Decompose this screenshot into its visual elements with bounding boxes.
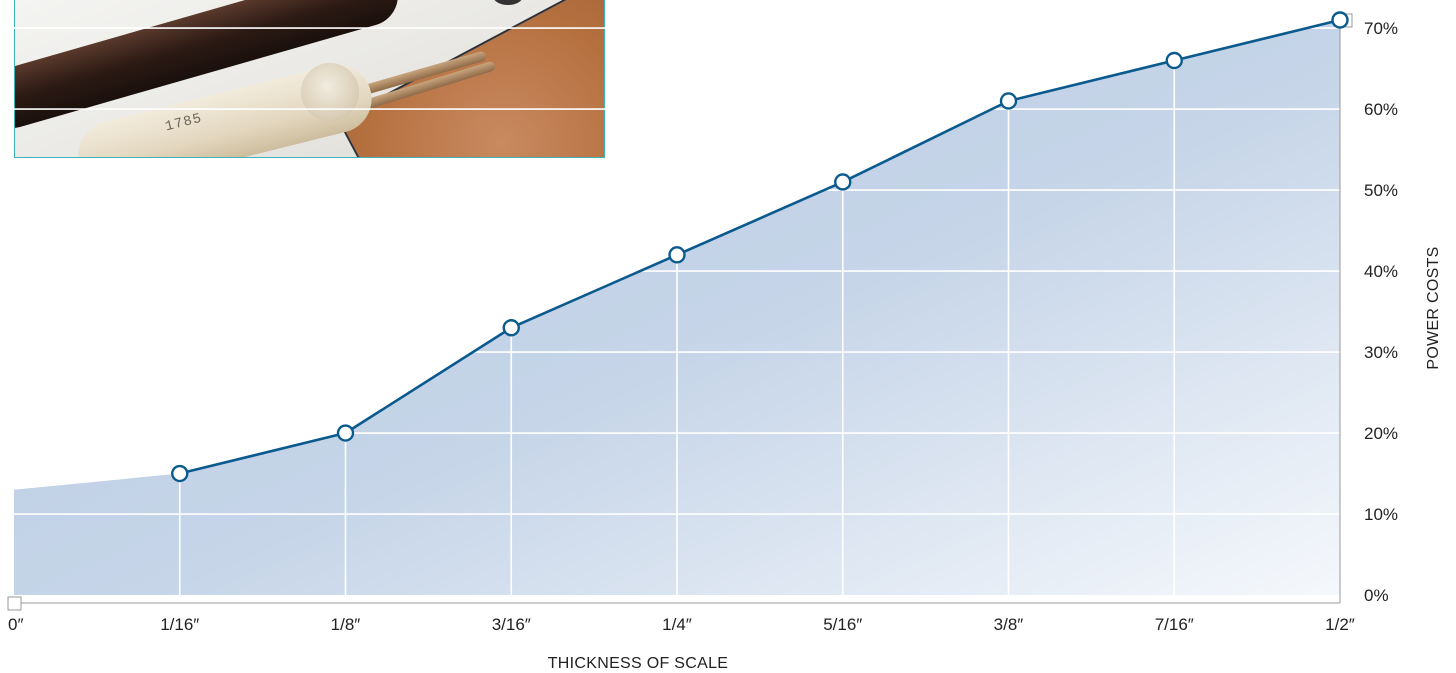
x-tick-label: 5/16″ [823, 615, 862, 634]
x-tick-label: 1/16″ [160, 615, 199, 634]
x-tick-label: 3/16″ [492, 615, 531, 634]
x-tick-label: 1/8″ [331, 615, 361, 634]
origin-marker [7, 596, 22, 611]
data-point [1331, 11, 1349, 29]
series-line [179, 18, 1341, 475]
tube-end-cap [301, 63, 359, 121]
x-axis-title: THICKNESS OF SCALE [548, 655, 729, 672]
dark-knob [493, 0, 523, 5]
data-point [1165, 51, 1183, 70]
data-point [999, 92, 1018, 110]
y-tick-label: 70% [1364, 19, 1398, 38]
data-point [336, 424, 355, 442]
y-axis-title: POWER COSTS [1425, 246, 1442, 369]
y-tick-label: 50% [1364, 181, 1398, 200]
y-tick-label: 30% [1364, 343, 1398, 362]
x-tick-label: 7/16″ [1155, 615, 1194, 634]
scale-sample-photo: 1785 [14, 0, 605, 158]
data-point [502, 319, 520, 337]
x-tick-label: 1/2″ [1325, 615, 1355, 634]
x-tick-label: 1/4″ [662, 615, 692, 634]
x-tick-label: 0″ [8, 615, 23, 634]
y-tick-label: 10% [1364, 505, 1398, 524]
x-tick-label: 3/8″ [994, 615, 1024, 634]
data-point [171, 464, 189, 483]
y-tick-label: 40% [1364, 262, 1398, 281]
y-tick-label: 60% [1364, 100, 1398, 119]
data-point [834, 173, 852, 191]
y-tick-label: 20% [1364, 424, 1398, 443]
data-point [668, 246, 686, 264]
y-tick-label: 0% [1364, 586, 1389, 605]
